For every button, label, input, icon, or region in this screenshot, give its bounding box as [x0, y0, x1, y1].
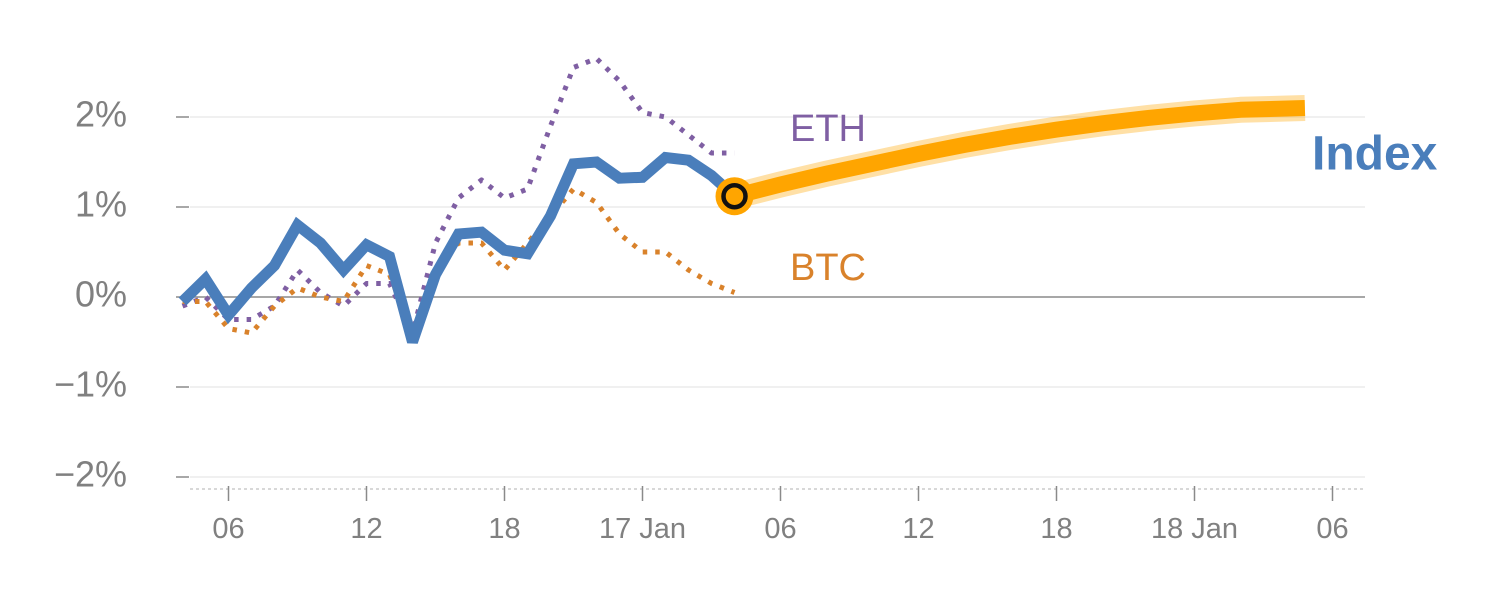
- labels: ETH BTC Index: [790, 108, 1438, 289]
- x-tick-label: 06: [764, 513, 796, 545]
- axes: 2% 1% 0% −1% −2% 06 12 18 17 Jan 06 12 18 18 Jan 06: [54, 94, 1365, 545]
- x-tick-label: 18: [1040, 513, 1072, 545]
- y-tick-label: −2%: [54, 454, 127, 495]
- series-line-eth: [181, 56, 735, 336]
- grid: [190, 116, 1365, 478]
- projection-line: [732, 100, 1306, 204]
- x-tick-label: 18: [488, 513, 520, 545]
- series-label-eth: ETH: [790, 108, 866, 150]
- series-label-index: Index: [1312, 128, 1438, 181]
- x-tick-label: 12: [350, 513, 382, 545]
- y-tick-label: 2%: [75, 94, 127, 135]
- series-line-index: [178, 151, 739, 344]
- x-tick-label: 18 Jan: [1151, 513, 1238, 545]
- y-tick-label: 1%: [75, 184, 127, 225]
- projection-start-marker-ring: [721, 182, 748, 210]
- y-tick-label: −1%: [54, 364, 127, 405]
- series: [178, 56, 739, 344]
- y-tick-label: 0%: [75, 274, 127, 315]
- projection: [715, 95, 1306, 216]
- series-label-btc: BTC: [790, 247, 866, 289]
- x-tick-label: 06: [1316, 513, 1348, 545]
- series-line-btc: [182, 186, 736, 336]
- x-tick-label: 12: [902, 513, 934, 545]
- projection-start-marker: [715, 177, 754, 216]
- x-tick-label: 17 Jan: [599, 513, 686, 545]
- x-tick-label: 06: [212, 513, 244, 545]
